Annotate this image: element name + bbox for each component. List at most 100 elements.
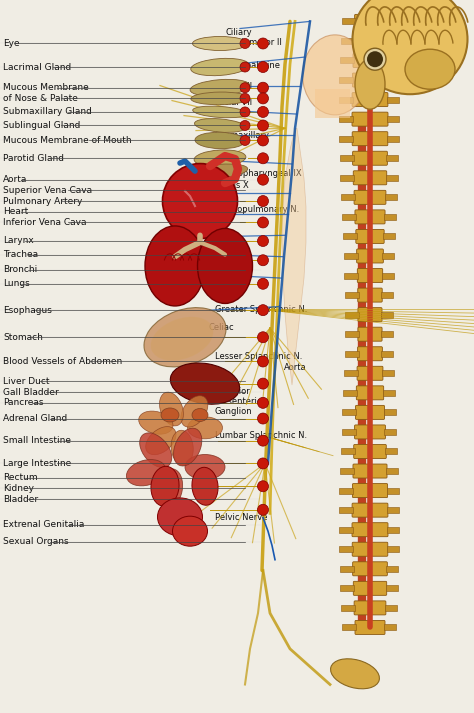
Circle shape (257, 397, 268, 409)
Ellipse shape (364, 48, 386, 70)
Ellipse shape (146, 426, 176, 455)
FancyBboxPatch shape (356, 386, 383, 400)
Text: Small Intestine: Small Intestine (3, 436, 71, 445)
Circle shape (257, 135, 268, 146)
FancyBboxPatch shape (356, 406, 384, 419)
Circle shape (240, 107, 250, 117)
Ellipse shape (193, 106, 247, 118)
Circle shape (257, 61, 268, 73)
FancyBboxPatch shape (352, 483, 388, 498)
Ellipse shape (160, 392, 183, 426)
Ellipse shape (194, 150, 246, 167)
Ellipse shape (163, 163, 237, 239)
Text: Bladder: Bladder (3, 495, 38, 503)
Bar (384, 19, 396, 24)
Text: Ciliary: Ciliary (225, 28, 252, 36)
Bar (381, 332, 393, 337)
Bar (386, 58, 398, 63)
Ellipse shape (139, 411, 173, 434)
Bar (315, 89, 350, 118)
Bar (339, 77, 354, 83)
Bar (383, 390, 395, 396)
Bar (342, 214, 356, 220)
Bar (339, 155, 354, 161)
Bar (344, 253, 358, 259)
Ellipse shape (170, 363, 240, 404)
Text: Ck: Ck (215, 150, 226, 159)
Ellipse shape (355, 59, 385, 109)
FancyBboxPatch shape (354, 190, 386, 205)
Bar (340, 58, 354, 63)
Text: Submaxillary: Submaxillary (215, 131, 270, 140)
Text: of Nose & Palate: of Nose & Palate (3, 94, 78, 103)
Text: Facial VII: Facial VII (215, 98, 252, 107)
Bar (387, 96, 399, 103)
Bar (345, 292, 359, 298)
Ellipse shape (181, 396, 208, 427)
Text: Extrenal Genitalia: Extrenal Genitalia (3, 520, 84, 529)
Bar (343, 409, 356, 416)
FancyBboxPatch shape (354, 34, 386, 48)
Text: Larynx: Larynx (3, 237, 34, 245)
Ellipse shape (161, 408, 179, 422)
Circle shape (240, 62, 250, 72)
Bar (339, 546, 353, 553)
Text: Greater Splanchnic N.: Greater Splanchnic N. (215, 305, 307, 314)
Ellipse shape (405, 49, 455, 89)
Bar (386, 155, 398, 161)
Text: Bronchi: Bronchi (3, 265, 37, 274)
FancyBboxPatch shape (357, 269, 383, 282)
Circle shape (257, 378, 268, 389)
FancyBboxPatch shape (353, 562, 387, 576)
Bar (341, 448, 355, 454)
Text: Aorta: Aorta (284, 364, 307, 372)
Circle shape (367, 51, 383, 67)
Bar (344, 272, 358, 279)
Ellipse shape (173, 429, 202, 466)
Circle shape (257, 235, 268, 247)
Text: Facial VII: Facial VII (215, 83, 252, 91)
Bar (340, 468, 354, 474)
FancyBboxPatch shape (353, 464, 387, 478)
FancyBboxPatch shape (355, 425, 385, 439)
Text: Superior Vena Cava: Superior Vena Cava (3, 186, 92, 195)
Ellipse shape (192, 164, 248, 178)
Bar (385, 195, 397, 200)
Text: Rectum: Rectum (3, 473, 37, 482)
Circle shape (257, 82, 268, 93)
FancyBboxPatch shape (352, 93, 388, 106)
Circle shape (257, 504, 268, 515)
FancyBboxPatch shape (358, 327, 382, 342)
Ellipse shape (192, 409, 208, 421)
Bar (387, 546, 399, 553)
Bar (340, 175, 354, 181)
FancyBboxPatch shape (355, 620, 385, 635)
Circle shape (257, 304, 268, 316)
Text: Vagus X: Vagus X (215, 181, 248, 190)
Bar (339, 135, 353, 142)
Bar (387, 488, 399, 493)
Text: Sublingual Gland: Sublingual Gland (3, 121, 80, 130)
Text: Lacrimal Gland: Lacrimal Gland (3, 63, 71, 71)
Ellipse shape (144, 307, 226, 367)
FancyBboxPatch shape (354, 601, 386, 615)
FancyBboxPatch shape (354, 444, 386, 458)
Circle shape (257, 153, 268, 164)
Text: Gall Bladder: Gall Bladder (3, 388, 59, 396)
Bar (383, 233, 395, 240)
Ellipse shape (192, 36, 247, 51)
Bar (385, 38, 397, 44)
Bar (386, 566, 398, 572)
Bar (381, 292, 393, 298)
Bar (384, 214, 396, 220)
Text: Stomach: Stomach (3, 333, 43, 342)
Text: Esophagus: Esophagus (3, 306, 52, 314)
Circle shape (257, 481, 268, 492)
Circle shape (257, 255, 268, 266)
Circle shape (257, 174, 268, 185)
Bar (339, 507, 353, 513)
FancyBboxPatch shape (357, 366, 383, 380)
Bar (386, 468, 398, 474)
Bar (339, 116, 353, 122)
Bar (342, 429, 356, 435)
